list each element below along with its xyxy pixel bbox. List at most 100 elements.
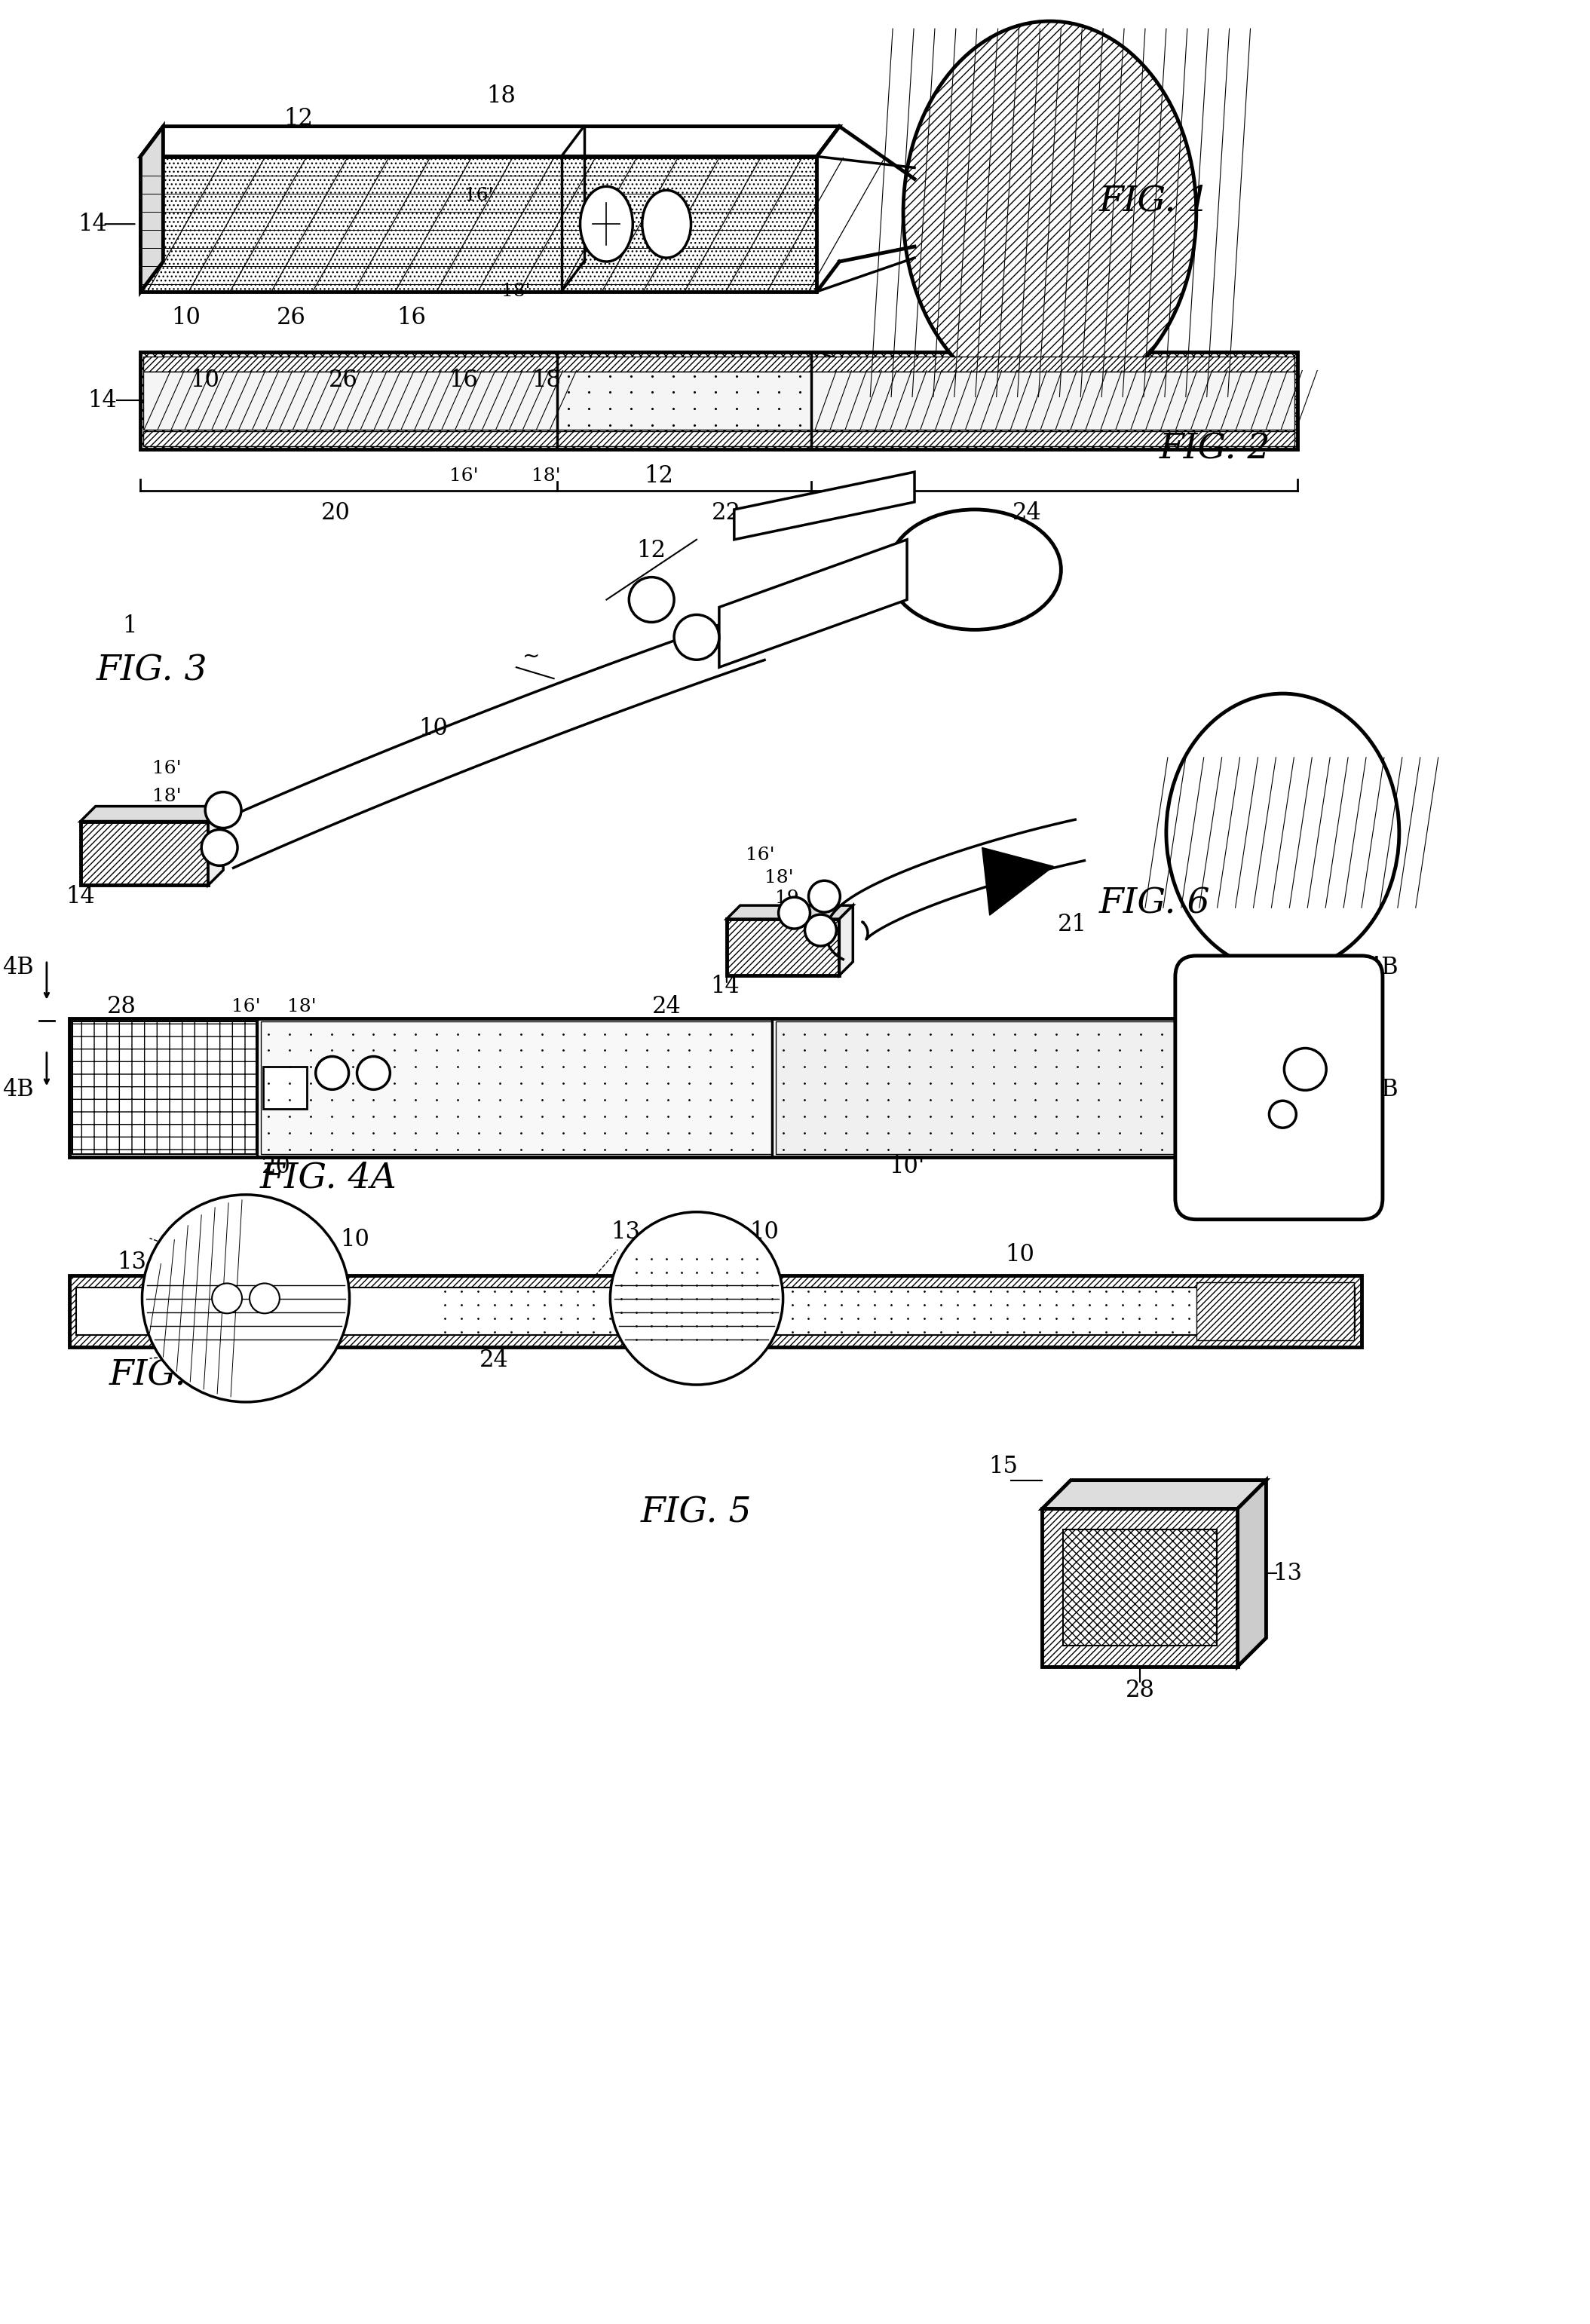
Text: 18: 18	[487, 84, 515, 107]
Text: 28: 28	[1126, 1678, 1154, 1701]
Polygon shape	[727, 918, 840, 976]
Text: 18': 18'	[153, 788, 181, 804]
Text: 21: 21	[1057, 913, 1088, 937]
Text: 16': 16'	[464, 186, 493, 205]
Text: FIG. 1: FIG. 1	[1099, 184, 1210, 218]
Text: 16: 16	[448, 370, 479, 393]
Text: 12: 12	[283, 107, 313, 130]
Polygon shape	[140, 156, 817, 290]
Ellipse shape	[1165, 693, 1399, 971]
FancyBboxPatch shape	[1175, 955, 1383, 1220]
Circle shape	[202, 830, 237, 865]
Text: 24: 24	[1013, 502, 1041, 525]
Polygon shape	[735, 472, 914, 539]
Text: 12: 12	[644, 465, 674, 488]
Text: 14: 14	[78, 211, 107, 235]
Bar	[261, 1020, 771, 1155]
Text: 18': 18'	[765, 869, 793, 885]
Text: 13: 13	[273, 1081, 296, 1097]
Bar	[262, 1067, 307, 1109]
Text: 24: 24	[479, 1348, 509, 1371]
Polygon shape	[140, 125, 164, 290]
Text: 18': 18'	[531, 467, 561, 483]
Bar	[1064, 1529, 1216, 1645]
Bar	[1196, 1283, 1355, 1341]
Ellipse shape	[903, 21, 1196, 404]
Circle shape	[1285, 1048, 1326, 1090]
Text: 4B: 4B	[1367, 1078, 1398, 1102]
Text: FIG. 4B: FIG. 4B	[110, 1357, 246, 1392]
Polygon shape	[81, 820, 208, 885]
Text: 18: 18	[531, 370, 561, 393]
Text: 10: 10	[749, 1220, 779, 1243]
Text: 1: 1	[122, 614, 137, 637]
Text: 18': 18'	[296, 1232, 324, 1248]
Text: 10: 10	[172, 307, 200, 330]
Circle shape	[142, 1195, 350, 1401]
Text: 14: 14	[87, 388, 116, 411]
Text: 14: 14	[711, 974, 739, 999]
Text: FIG. 5: FIG. 5	[641, 1494, 752, 1529]
Text: 19: 19	[774, 890, 798, 906]
Text: 10': 10'	[889, 1155, 925, 1178]
Text: +: +	[191, 1283, 208, 1304]
Text: 18': 18'	[502, 284, 531, 300]
Bar	[776, 1020, 1212, 1155]
Text: 26: 26	[277, 307, 305, 330]
Text: 15: 15	[989, 1455, 1018, 1478]
Bar	[143, 356, 1294, 372]
Text: 5: 5	[210, 1297, 221, 1315]
Text: 10': 10'	[181, 1348, 216, 1371]
Text: 5: 5	[840, 363, 854, 386]
Bar	[70, 1276, 1361, 1348]
Text: 20: 20	[321, 502, 351, 525]
Text: 10: 10	[1005, 1243, 1035, 1267]
Circle shape	[674, 614, 719, 660]
Circle shape	[805, 913, 836, 946]
Bar	[140, 351, 1297, 449]
Text: 10: 10	[340, 1227, 369, 1250]
Polygon shape	[81, 806, 223, 820]
Polygon shape	[208, 806, 223, 885]
Polygon shape	[727, 906, 852, 918]
Bar	[70, 1018, 1220, 1157]
Text: 13: 13	[118, 1250, 146, 1274]
Text: FIG. 4A: FIG. 4A	[259, 1162, 398, 1195]
Text: 5: 5	[194, 1227, 208, 1250]
Text: 16': 16'	[254, 1232, 283, 1248]
Text: 4B: 4B	[1367, 955, 1398, 978]
Polygon shape	[719, 539, 906, 667]
Circle shape	[358, 1057, 390, 1090]
Text: FIG. 3: FIG. 3	[97, 653, 208, 688]
Text: 10': 10'	[1123, 1601, 1158, 1624]
Text: 16: 16	[396, 307, 426, 330]
Circle shape	[250, 1283, 280, 1313]
Text: 5: 5	[210, 1264, 221, 1281]
Text: 4B: 4B	[3, 955, 33, 978]
Circle shape	[211, 1283, 242, 1313]
Text: 24: 24	[652, 995, 681, 1018]
Text: ~: ~	[523, 646, 541, 667]
Bar	[143, 432, 1294, 446]
Text: 13: 13	[1272, 1562, 1302, 1585]
Ellipse shape	[580, 186, 633, 263]
Circle shape	[316, 1057, 348, 1090]
Polygon shape	[825, 820, 1084, 960]
Text: 12: 12	[638, 539, 666, 562]
Ellipse shape	[889, 509, 1061, 630]
Circle shape	[205, 792, 242, 827]
Text: 20: 20	[261, 1155, 291, 1178]
Polygon shape	[140, 125, 840, 156]
Text: 16': 16'	[746, 846, 774, 865]
Text: 28: 28	[107, 995, 137, 1018]
Text: FIG. 2: FIG. 2	[1159, 432, 1270, 467]
Text: 16': 16'	[231, 999, 261, 1016]
Text: 16': 16'	[448, 467, 479, 483]
Text: 11: 11	[1302, 1053, 1331, 1076]
Circle shape	[1269, 1102, 1296, 1127]
Text: 10: 10	[189, 370, 219, 393]
Text: 10: 10	[420, 718, 448, 741]
Bar	[72, 1020, 256, 1155]
Bar	[76, 1287, 1355, 1336]
Text: 16': 16'	[153, 760, 181, 776]
